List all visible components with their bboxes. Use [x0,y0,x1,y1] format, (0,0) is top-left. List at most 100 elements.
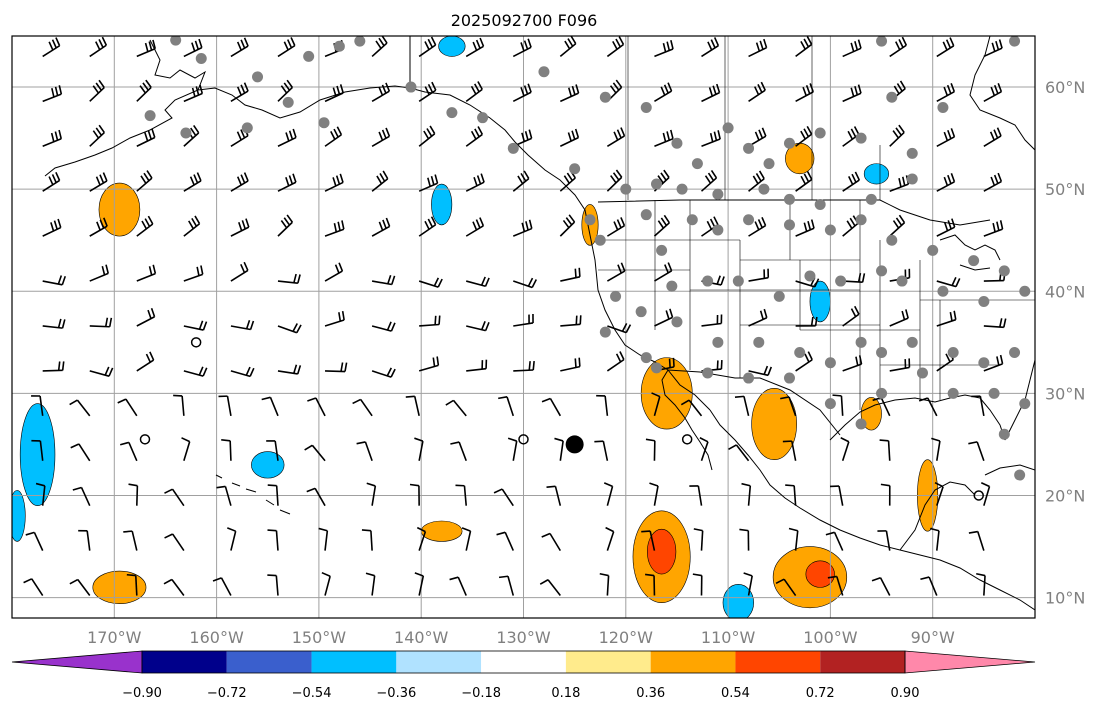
wind-barb [541,532,562,552]
wind-barb [689,485,703,506]
wind-barb [654,82,673,103]
station-dot [712,224,724,236]
colorbar-tick-label: −0.18 [461,686,501,701]
wind-barb [968,530,985,551]
center-marker [565,435,584,454]
wind-barb [277,273,301,285]
wind-barb [69,399,91,417]
wind-barb [136,128,156,147]
colorbar-tick-label: −0.72 [207,686,247,701]
wind-barb [980,482,991,506]
colorbar-extend-high [904,650,1036,674]
wind-barb [277,79,294,102]
wind-barb [371,36,388,58]
station-dot [763,158,775,170]
station-dot [650,362,662,374]
station-dot [640,352,652,364]
wind-barb [356,441,373,462]
wind-barb [117,398,138,417]
wind-barb [741,482,752,506]
blue-blob-colorado [809,280,831,323]
wind-barb [507,437,518,461]
blue-blob-epac-south [722,584,754,618]
station-dot [865,193,877,205]
station-dot [876,36,888,47]
station-dot [876,387,888,399]
wind-barb [31,395,44,416]
wind-barb [654,40,674,58]
wind-barb [123,530,138,551]
wind-barb [465,81,483,102]
wind-barb [693,528,704,551]
wind-barb [934,481,944,506]
wind-barb [119,441,138,462]
blue-blob-great-lakes [863,163,890,185]
wind-barb [842,171,861,192]
wind-barb [181,437,191,461]
wind-barb [795,171,813,192]
wind-barb [795,36,813,58]
wind-barb [560,357,581,372]
wind-barb [418,81,437,103]
wind-barb [183,215,201,237]
station-dot [927,244,939,256]
wind-barb [42,275,67,286]
wind-barb [748,38,768,58]
wind-barb [701,83,721,103]
wind-barb [827,575,844,596]
wind-barb [842,305,860,327]
station-dot [1019,285,1031,297]
wind-barb [936,128,956,147]
wind-barb [42,318,66,329]
wind-barb [163,578,185,597]
wind-barb [840,437,850,462]
wind-barb [653,214,671,237]
wind-barb [493,488,514,507]
wind-barb [748,308,768,327]
wind-barb [728,444,750,462]
wind-barb [512,38,532,58]
station-dot [676,183,688,195]
station-dot [758,183,770,195]
coastlines [44,36,1035,611]
wind-barb [780,396,797,417]
wind-barb [889,36,908,58]
wind-barb [277,323,302,334]
station-dot [947,347,959,359]
gulf-coast [829,394,1006,441]
wind-barb [465,173,485,192]
station-dot [252,71,264,83]
wind-barb [418,277,443,288]
station-dot [569,163,581,175]
station-dot [814,198,826,210]
blue-blob-west-edge-south [12,490,26,542]
wind-barb [89,124,105,147]
wind-barb [324,173,344,192]
wind-barb [554,437,564,461]
wind-barb [654,262,673,282]
wind-barb [983,172,1003,192]
wind-barb [324,220,345,237]
wind-barb [277,173,297,192]
wind-barb [230,366,255,378]
wind-barb [418,174,439,192]
wind-barb [212,577,232,596]
wind-barb [880,483,891,506]
station-dot [824,398,836,410]
station-dot [144,110,156,122]
wind-barb [216,485,232,506]
open-circle [681,434,693,445]
hawaii-islands [215,474,291,515]
red-blob-epac-east [805,560,835,588]
wind-barb [183,172,202,192]
wind-barb [654,308,674,327]
map-panel [11,35,1036,619]
wind-barb [498,396,515,417]
lon-tick-label: 100°W [803,628,858,647]
station-dot [886,234,898,246]
canada-province-borders [627,36,881,200]
wind-barb [829,485,844,506]
station-dot [1009,36,1021,47]
colorbar-segment [735,651,821,673]
wind-barb [42,85,63,103]
